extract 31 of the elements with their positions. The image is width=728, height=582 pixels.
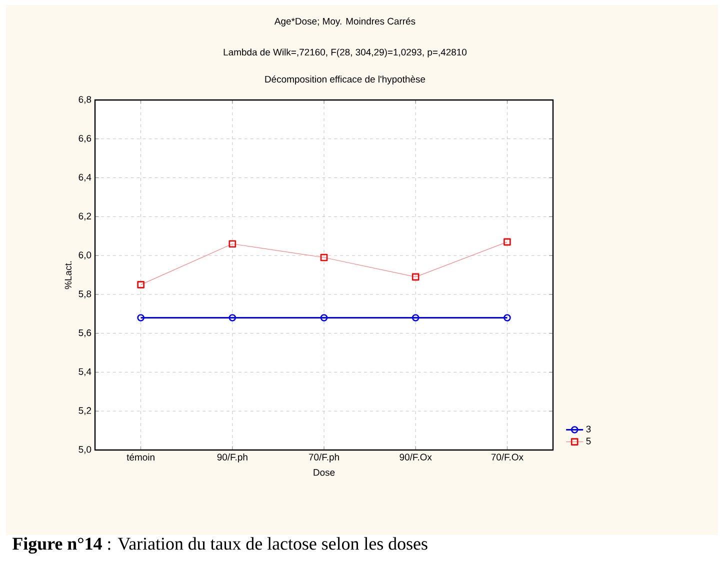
y-axis-title: %Lact. [64,261,72,290]
y-tick-label: 5,2 [78,407,92,416]
y-tick-label: 5,6 [78,329,92,338]
y-tick-label: 6,6 [78,134,92,143]
y-tick-label: 6,4 [78,174,92,182]
point [228,314,236,322]
point [228,240,236,248]
legend-label: 3 [586,426,591,432]
y-tick-label: 6,2 [78,212,92,221]
chart-subtitle: Lambda de Wilk=,72160, F(28, 304,29)=1,0293, p=,42810 [224,48,467,58]
y-tick-label: 6,0 [78,252,92,260]
x-tick-label: 90/F.ph [217,454,248,462]
y-tick-label: 6,8 [78,96,92,104]
legend-label: 5 [586,438,591,444]
point [137,281,144,288]
y-tick-label: 5,8 [78,290,92,298]
x-tick-label: témoin [126,454,154,461]
point [412,314,420,322]
x-tick-label: 90/F.Ox [400,454,432,460]
x-tick-label: 70/F.ph [308,454,339,462]
point [504,238,511,246]
point [320,314,328,322]
text: Décomposition efficace de l'hypothèse [265,76,426,84]
chart-title: Age*Dose; Moy. Moindres Carrés [274,18,416,26]
x-tick-label: 70/F.Ox [491,454,524,460]
point [320,254,328,262]
point [412,273,420,281]
y-tick-label: 5,0 [78,446,92,454]
x-axis-title: Dose [314,469,335,476]
text: Figure n°14 : Variation du taux de lactose selon les doses [12,537,428,554]
y-tick-label: 5,4 [78,368,92,376]
